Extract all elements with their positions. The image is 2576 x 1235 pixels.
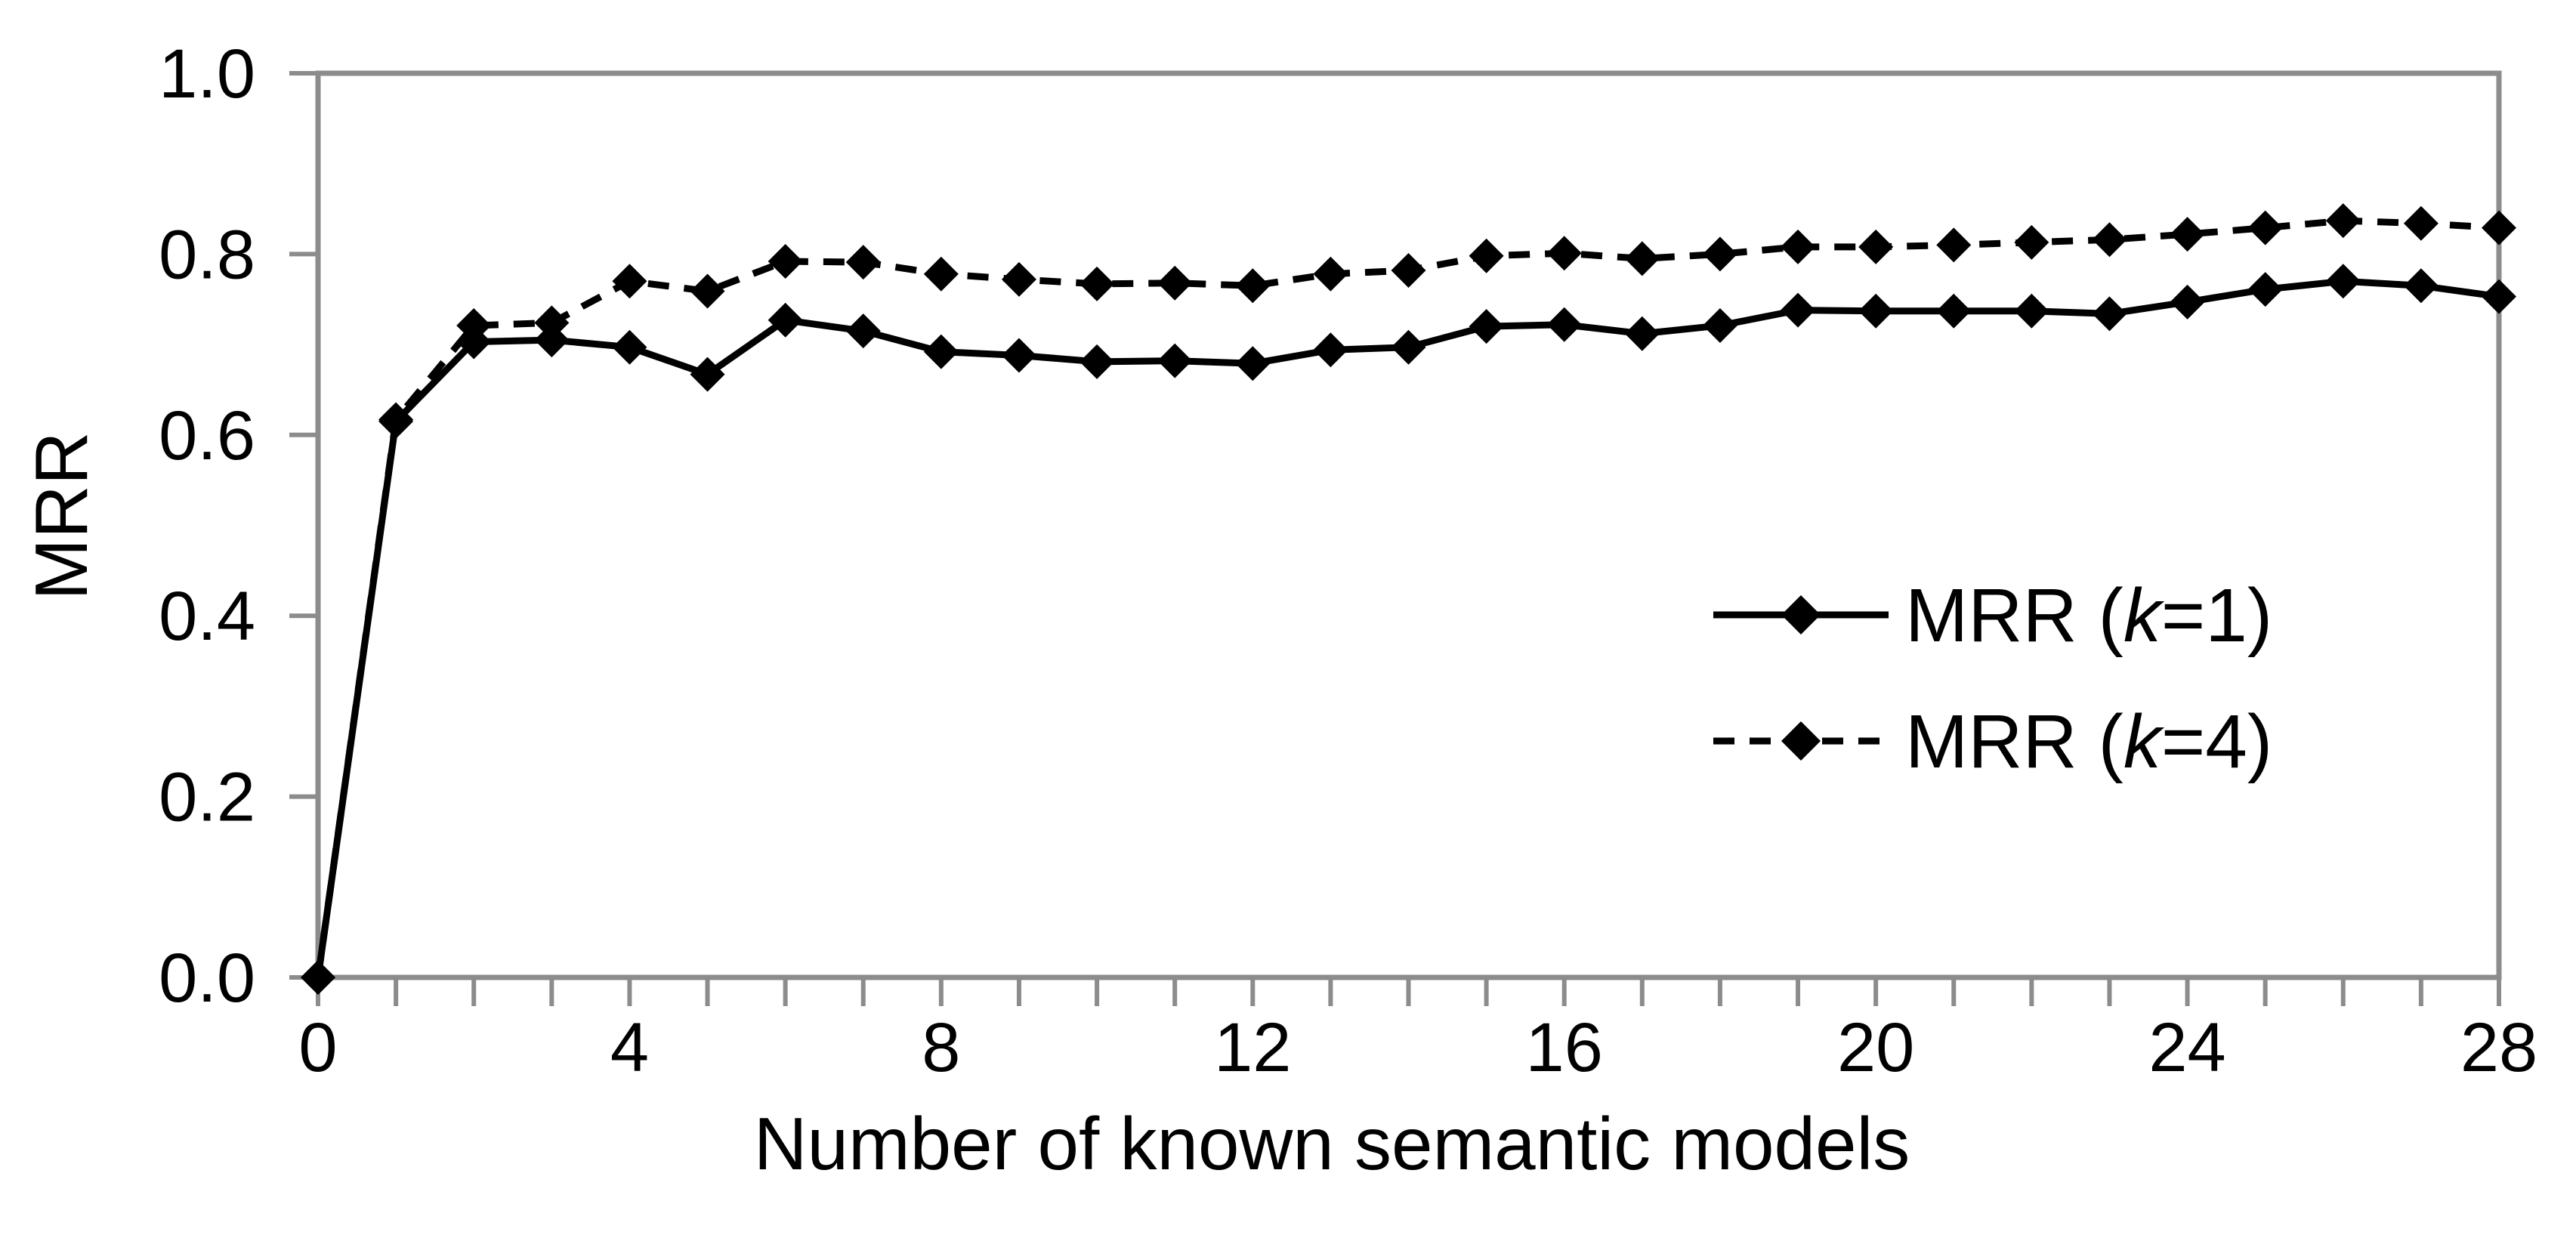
data-point-marker-mrr-k-1 bbox=[1235, 346, 1271, 381]
data-point-marker-mrr-k-4 bbox=[1781, 229, 1816, 264]
legend-diamond-marker bbox=[1781, 595, 1821, 634]
y-tick-label: 0.8 bbox=[159, 216, 255, 293]
data-point-marker-mrr-k-4 bbox=[768, 243, 803, 279]
y-tick-label: 1.0 bbox=[159, 36, 255, 113]
data-point-marker-mrr-k-4 bbox=[2482, 210, 2516, 245]
data-point-marker-mrr-k-1 bbox=[1858, 293, 1894, 329]
data-point-marker-mrr-k-1 bbox=[1702, 307, 1737, 343]
data-series bbox=[301, 203, 2516, 995]
data-point-marker-mrr-k-4 bbox=[690, 273, 725, 309]
data-point-marker-mrr-k-1 bbox=[2170, 284, 2205, 320]
legend-item-mrr-k-4: MRR (k=4) bbox=[1713, 699, 2272, 784]
x-tick-label: 24 bbox=[2148, 1009, 2225, 1086]
data-point-marker-mrr-k-4 bbox=[456, 307, 492, 343]
legend: MRR (k=1) MRR (k=4) bbox=[1713, 573, 2272, 784]
data-point-marker-mrr-k-1 bbox=[923, 334, 959, 369]
data-point-marker-mrr-k-1 bbox=[1624, 316, 1660, 351]
data-point-marker-mrr-k-4 bbox=[1313, 256, 1348, 292]
data-point-marker-mrr-k-1 bbox=[2325, 264, 2361, 299]
data-point-marker-mrr-k-1 bbox=[1157, 343, 1193, 378]
data-point-marker-mrr-k-1 bbox=[1391, 329, 1426, 365]
x-tick-label: 12 bbox=[1214, 1009, 1291, 1086]
data-point-marker-mrr-k-1 bbox=[1781, 292, 1816, 328]
data-point-marker-mrr-k-4 bbox=[1624, 241, 1660, 276]
x-tick-label: 0 bbox=[298, 1009, 337, 1086]
y-tick-label: 0.2 bbox=[159, 759, 255, 836]
data-point-marker-mrr-k-1 bbox=[1546, 307, 1582, 342]
data-point-marker-mrr-k-1 bbox=[2403, 268, 2439, 304]
plot-frame bbox=[315, 70, 2502, 980]
x-axis-title: Number of known semantic models bbox=[754, 1102, 1910, 1185]
data-point-marker-mrr-k-4 bbox=[845, 245, 881, 280]
data-point-marker-mrr-k-4 bbox=[612, 264, 647, 299]
legend-label: MRR (k=1) bbox=[1905, 573, 2272, 658]
data-point-marker-mrr-k-4 bbox=[2403, 205, 2439, 241]
x-tick-label: 16 bbox=[1526, 1009, 1603, 1086]
y-tick-label: 0.4 bbox=[159, 578, 255, 655]
data-point-marker-mrr-k-4 bbox=[1157, 265, 1193, 301]
data-point-marker-mrr-k-4 bbox=[2092, 222, 2127, 258]
data-point-marker-mrr-k-1 bbox=[1469, 309, 1504, 344]
data-point-marker-mrr-k-4 bbox=[923, 256, 959, 292]
axis-tick-labels: 0 4 8 12 16 20 24 28 0.0 0.2 0.4 0.6 0.8 1.0 bbox=[159, 36, 2537, 1086]
x-tick-label: 28 bbox=[2460, 1009, 2537, 1086]
data-point-marker-mrr-k-4 bbox=[301, 960, 335, 995]
data-point-marker-mrr-k-4 bbox=[1080, 266, 1115, 301]
legend-label: MRR (k=4) bbox=[1905, 699, 2272, 784]
data-point-marker-mrr-k-1 bbox=[1936, 293, 1972, 329]
legend-item-mrr-k-1: MRR (k=1) bbox=[1713, 573, 2272, 658]
data-point-marker-mrr-k-4 bbox=[2247, 210, 2283, 245]
data-point-marker-mrr-k-1 bbox=[690, 357, 725, 392]
data-point-marker-mrr-k-4 bbox=[1702, 236, 1737, 272]
data-point-marker-mrr-k-1 bbox=[2247, 272, 2283, 307]
data-point-marker-mrr-k-4 bbox=[1391, 252, 1426, 288]
data-point-marker-mrr-k-1 bbox=[1080, 344, 1115, 379]
data-point-marker-mrr-k-4 bbox=[1235, 268, 1271, 304]
data-point-marker-mrr-k-1 bbox=[2092, 296, 2127, 332]
data-point-marker-mrr-k-4 bbox=[1936, 227, 1972, 263]
data-point-marker-mrr-k-4 bbox=[534, 305, 570, 341]
data-point-marker-mrr-k-1 bbox=[1001, 338, 1036, 373]
data-point-marker-mrr-k-4 bbox=[1858, 229, 1894, 264]
y-axis-title: MRR bbox=[20, 431, 103, 600]
data-point-marker-mrr-k-1 bbox=[2014, 293, 2049, 329]
data-point-marker-mrr-k-4 bbox=[378, 402, 414, 437]
axis-ticks bbox=[289, 71, 2501, 1006]
data-point-marker-mrr-k-4 bbox=[1001, 261, 1036, 297]
data-point-marker-mrr-k-1 bbox=[2482, 279, 2516, 314]
series-mrr-k-4 bbox=[301, 203, 2516, 995]
plot-border bbox=[315, 70, 2502, 980]
data-point-marker-mrr-k-1 bbox=[768, 302, 803, 338]
data-point-marker-mrr-k-4 bbox=[2325, 203, 2361, 239]
y-tick-label: 0.0 bbox=[159, 940, 255, 1017]
legend-diamond-marker bbox=[1781, 721, 1821, 761]
data-point-marker-mrr-k-4 bbox=[2170, 217, 2205, 252]
data-point-marker-mrr-k-1 bbox=[1313, 332, 1348, 368]
x-tick-label: 4 bbox=[610, 1009, 649, 1086]
data-point-marker-mrr-k-4 bbox=[2014, 224, 2049, 260]
y-tick-label: 0.6 bbox=[159, 397, 255, 474]
data-point-marker-mrr-k-4 bbox=[1469, 238, 1504, 273]
data-point-marker-mrr-k-1 bbox=[612, 329, 647, 365]
data-point-marker-mrr-k-4 bbox=[1546, 236, 1582, 271]
data-point-marker-mrr-k-1 bbox=[845, 313, 881, 349]
x-tick-label: 8 bbox=[922, 1009, 960, 1086]
x-tick-label: 20 bbox=[1837, 1009, 1914, 1086]
